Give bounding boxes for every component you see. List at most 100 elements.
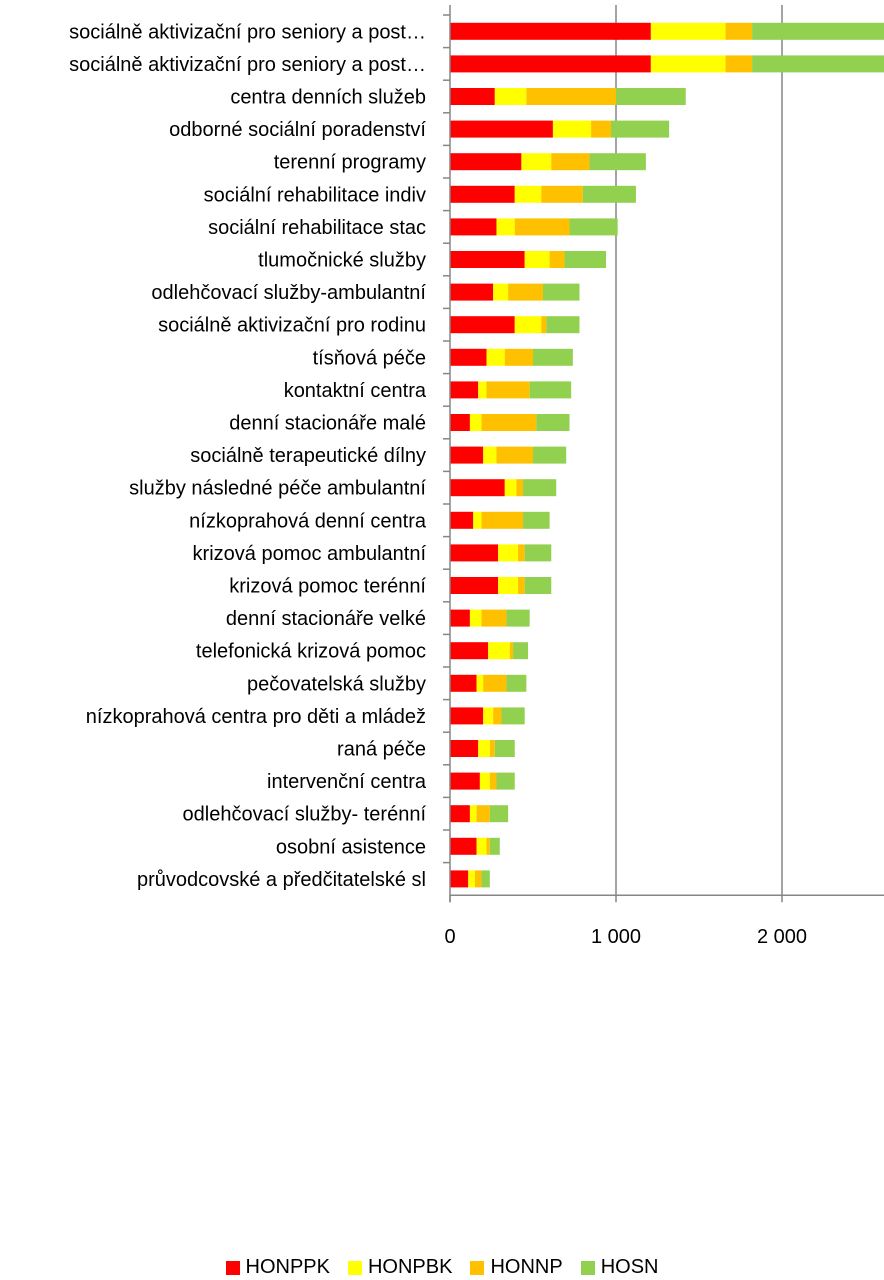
bar-segment-hosn xyxy=(569,218,618,236)
bar-segment-honpbk xyxy=(476,837,487,855)
bar-segment-honnp xyxy=(509,642,514,660)
category-label: kontaktní centra xyxy=(284,380,427,402)
x-tick-label: 0 xyxy=(444,926,455,948)
legend-swatch xyxy=(347,1260,362,1275)
category-label: centra denních služeb xyxy=(230,87,426,109)
bar-segment-honpbk xyxy=(469,805,477,823)
bar-segment-hosn xyxy=(611,120,670,138)
bar-segment-hosn xyxy=(523,479,557,497)
category-label: sociálně aktivizační pro seniory a post… xyxy=(69,54,426,76)
bar-segment-honppk xyxy=(450,414,470,431)
bar-segment-honpbk xyxy=(493,283,509,301)
bar-segment-honpbk xyxy=(496,218,515,236)
bar-segment-honnp xyxy=(504,348,533,366)
category-label: denní stacionáře velké xyxy=(226,608,426,630)
bar-segment-hosn xyxy=(489,805,509,823)
bar-segment-honppk xyxy=(450,837,477,855)
bar-segment-honnp xyxy=(526,88,616,105)
category-label: intervenční centra xyxy=(267,771,427,793)
bar-segment-hosn xyxy=(616,88,686,105)
category-label: průvodcovské a předčitatelské sl xyxy=(137,869,426,891)
bar-segment-hosn xyxy=(589,153,646,171)
bar-segment-honnp xyxy=(483,674,507,692)
legend-swatch xyxy=(470,1260,485,1275)
bar-segment-honppk xyxy=(450,707,484,725)
category-label: pečovatelská služby xyxy=(247,673,426,695)
bar-segment-honnp xyxy=(486,837,490,855)
bar-segment-honpbk xyxy=(473,511,482,529)
category-label: sociální rehabilitace indiv xyxy=(204,184,426,206)
bar-segment-honnp xyxy=(518,544,525,562)
bar-segment-honppk xyxy=(450,381,479,399)
bar-segment-honnp xyxy=(541,316,547,334)
bar-segment-hosn xyxy=(546,316,580,334)
bar-segment-honppk xyxy=(450,251,525,268)
bar-segment-honnp xyxy=(725,22,753,40)
bar-segment-honnp xyxy=(541,185,583,203)
bar-segment-hosn xyxy=(564,251,607,268)
bar-segment-honpbk xyxy=(521,153,552,171)
bar-segment-honppk xyxy=(450,479,505,497)
bar-segment-honppk xyxy=(450,88,495,105)
category-label: odborné sociální poradenství xyxy=(169,119,426,141)
bar-segment-hosn xyxy=(524,544,552,562)
bar-segment-honpbk xyxy=(486,348,505,366)
category-label: denní stacionáře malé xyxy=(229,413,426,435)
bar-segment-honpbk xyxy=(469,414,482,431)
bar-segment-honpbk xyxy=(469,609,482,627)
category-label: sociální rehabilitace stac xyxy=(208,217,426,239)
category-label: tlumočnické služby xyxy=(258,250,426,272)
bar-segment-honppk xyxy=(450,805,470,823)
category-labels: sociálně aktivizační pro seniory a post…… xyxy=(69,21,427,891)
axes xyxy=(443,5,884,903)
bar-segment-honppk xyxy=(450,283,494,301)
bar-segment-honnp xyxy=(489,740,495,757)
bar-segment-honnp xyxy=(474,870,482,888)
bar-segment-honppk xyxy=(450,544,499,562)
bar-segment-honppk xyxy=(450,22,651,40)
bar-segment-honpbk xyxy=(478,381,487,399)
bar-segment-honpbk xyxy=(483,446,497,464)
bar-segment-honpbk xyxy=(483,707,494,725)
bar-segment-honnp xyxy=(493,707,502,725)
bar-segment-honppk xyxy=(450,316,515,334)
category-label: terenní programy xyxy=(274,152,426,174)
legend: HONPPK HONPBK HONNP HOSN xyxy=(0,1256,884,1279)
category-label: odlehčovací služby- terénní xyxy=(183,804,427,826)
bar-segment-hosn xyxy=(506,609,530,627)
bar-segment-hosn xyxy=(494,740,515,757)
bar-segment-honnp xyxy=(496,446,533,464)
bar-segment-hosn xyxy=(582,185,636,203)
bar-segment-honpbk xyxy=(524,251,550,268)
bar-segment-honpbk xyxy=(650,22,726,40)
bar-segment-honpbk xyxy=(476,674,484,692)
legend-label: HONPBK xyxy=(367,1256,453,1278)
bar-segment-hosn xyxy=(489,837,500,855)
bar-segment-honpbk xyxy=(504,479,517,497)
tick-labels: 0 1 000 2 000 xyxy=(444,926,807,948)
bar-segment-hosn xyxy=(533,446,567,464)
category-label: odlehčovací služby-ambulantní xyxy=(151,282,426,304)
bar-segment-honnp xyxy=(551,153,590,171)
bar-segment-honppk xyxy=(450,55,651,73)
legend-item-honpbk: HONPBK xyxy=(347,1256,453,1279)
bar-segment-honppk xyxy=(450,185,515,203)
bar-segment-honnp xyxy=(514,218,570,236)
category-label: krizová pomoc terénní xyxy=(229,576,426,598)
bar-segment-honnp xyxy=(516,479,524,497)
bar-segment-honpbk xyxy=(478,740,490,757)
bar-segment-honppk xyxy=(450,348,487,366)
bar-segment-honnp xyxy=(481,511,524,529)
bar-segment-honpbk xyxy=(468,870,475,888)
bar-segment-honppk xyxy=(450,446,484,464)
bar-segment-honnp xyxy=(481,609,507,627)
bar-segment-honppk xyxy=(450,870,469,888)
category-label: nízkoprahová centra pro děti a mládež xyxy=(86,706,426,728)
x-tick-label: 1 000 xyxy=(591,926,641,948)
category-label: osobní asistence xyxy=(276,836,426,858)
category-label: sociálně terapeutické dílny xyxy=(190,445,426,467)
bar-segment-honnp xyxy=(591,120,612,138)
bar-segment-honppk xyxy=(450,120,553,138)
category-label: sociálně aktivizační pro seniory a post… xyxy=(69,21,426,43)
bar-segment-honppk xyxy=(450,740,479,757)
